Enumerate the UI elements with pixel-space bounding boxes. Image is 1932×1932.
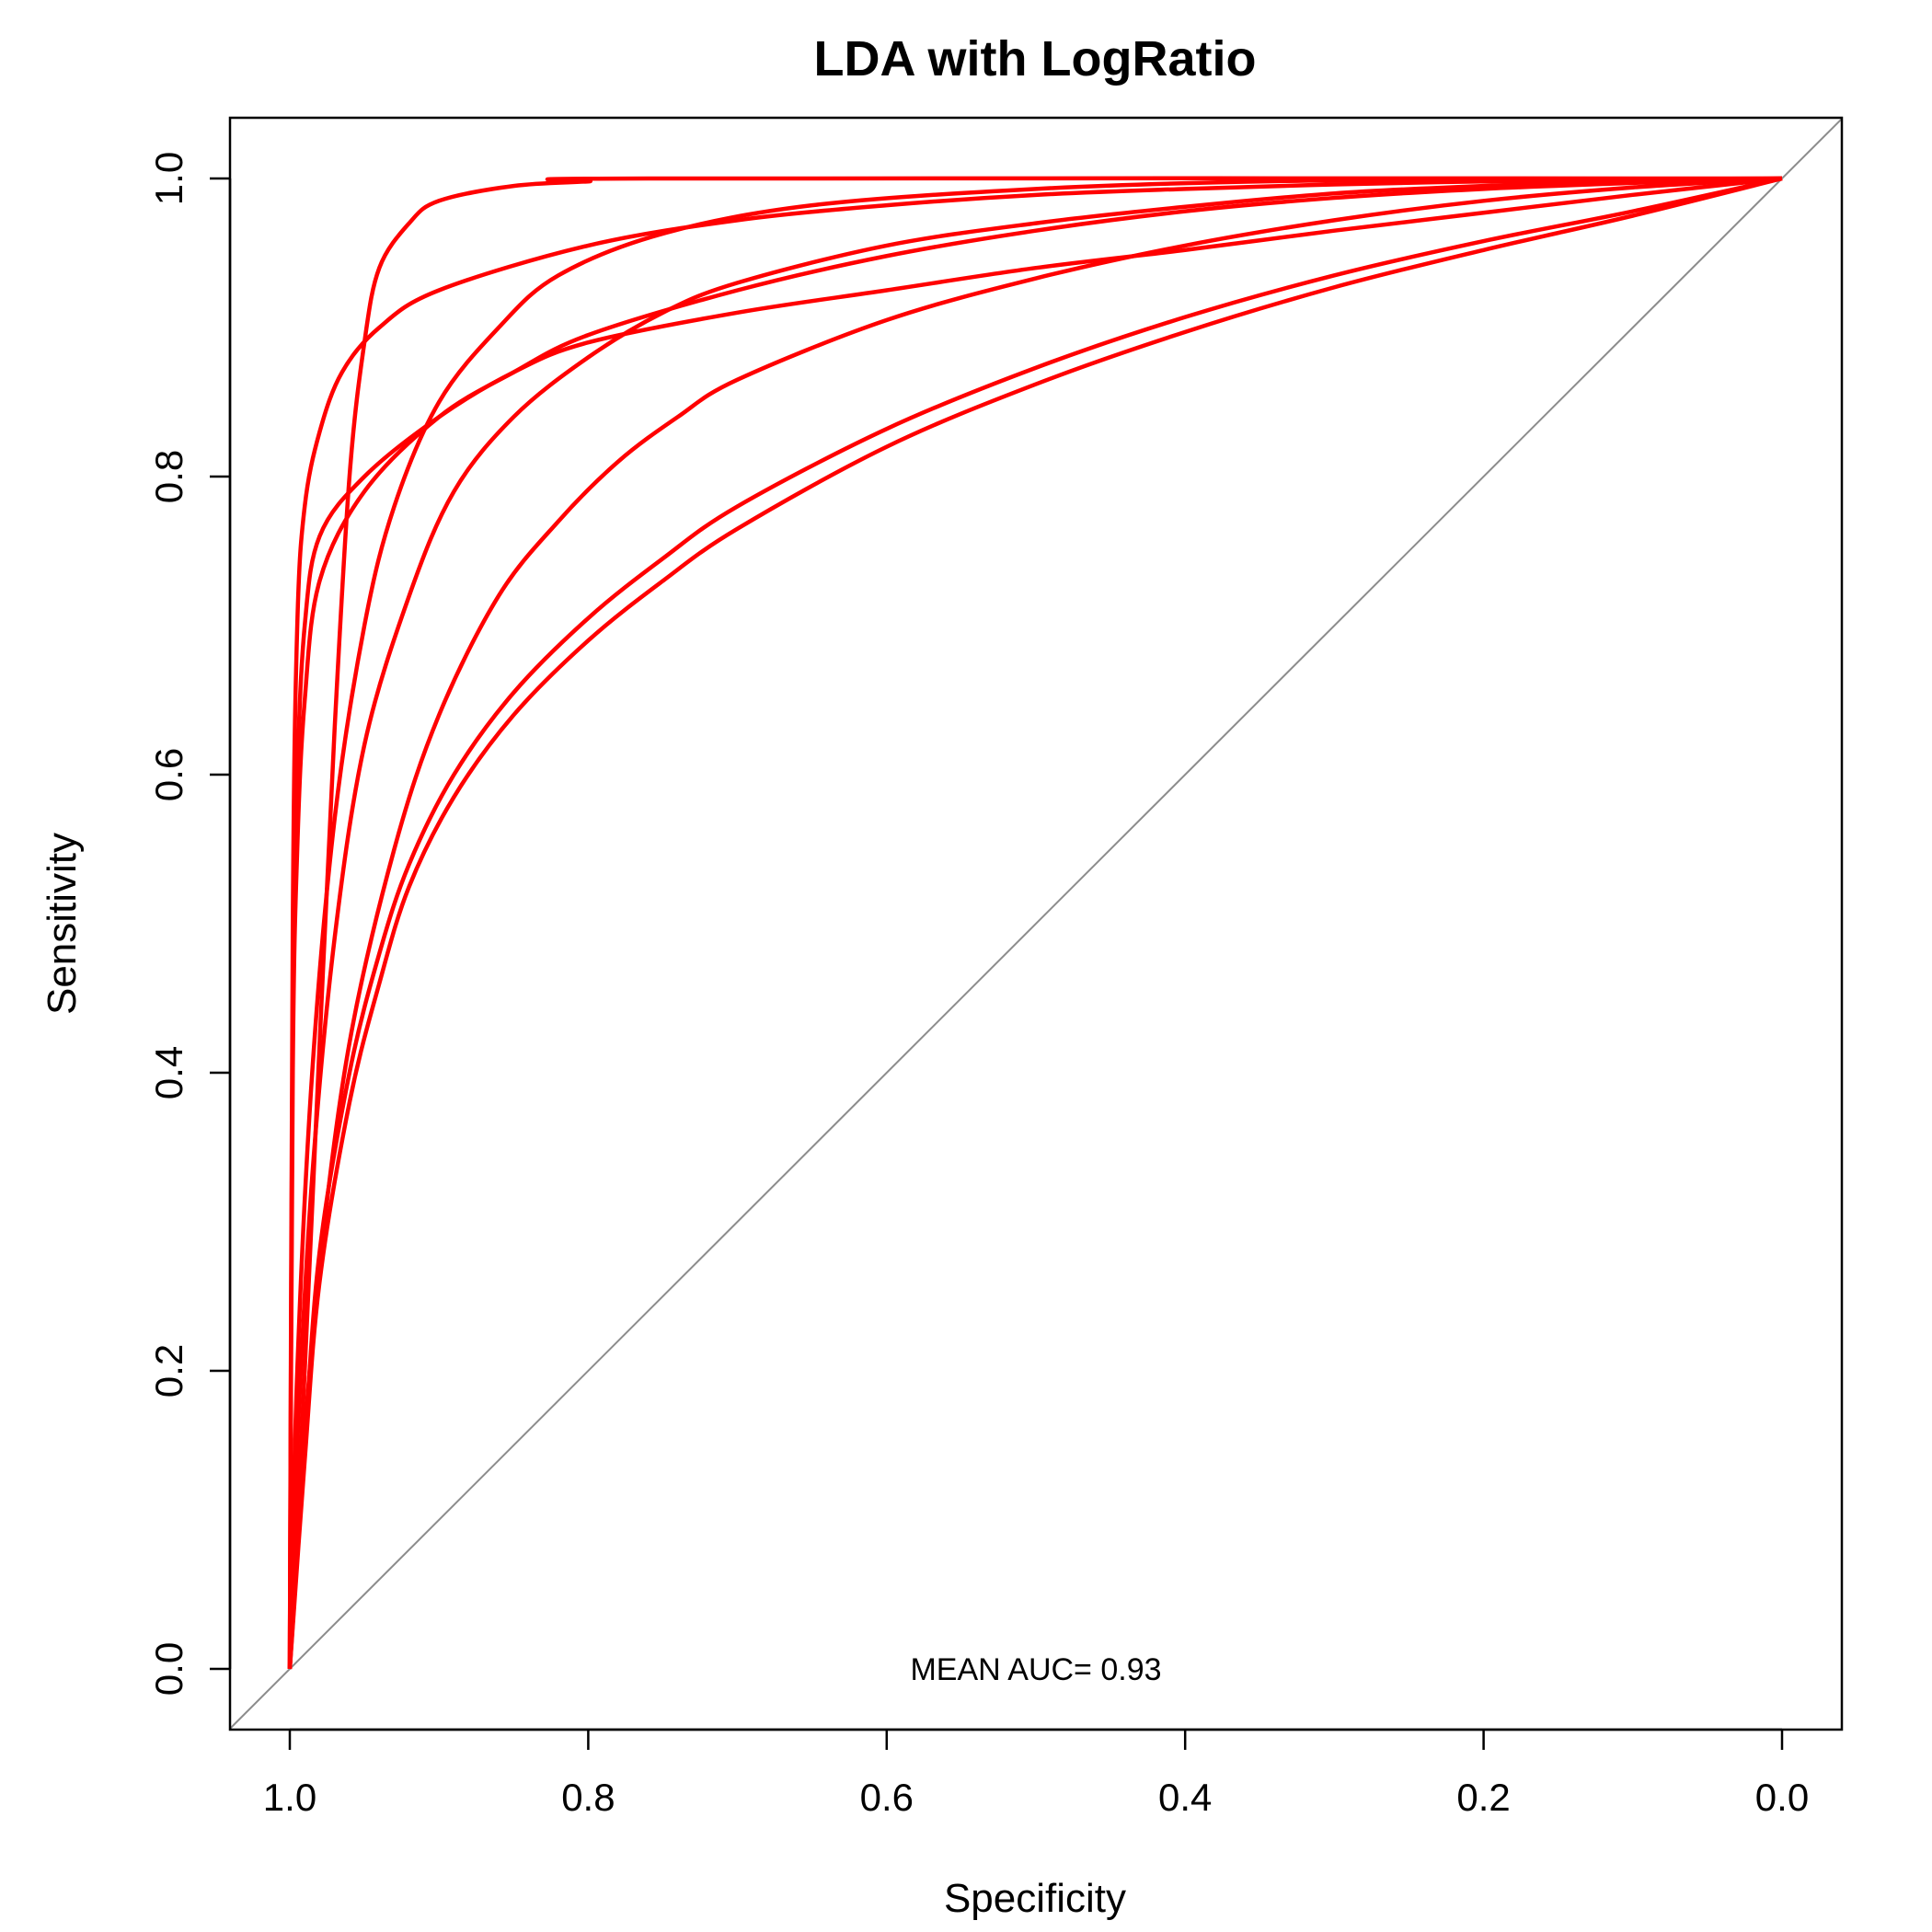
x-tick-label: 0.0 [1755, 1776, 1809, 1819]
y-tick-label: 0.2 [147, 1344, 190, 1397]
x-tick-label: 1.0 [263, 1776, 316, 1819]
x-tick-label: 0.2 [1456, 1776, 1510, 1819]
x-axis: 1.0 0.8 0.6 0.4 0.2 0.0 [263, 1728, 1809, 1819]
roc-curve-3 [287, 176, 1783, 1670]
roc-curve-1 [287, 176, 1783, 1670]
x-tick-label: 0.4 [1158, 1776, 1212, 1819]
y-axis: 0.0 0.2 0.4 0.6 0.8 1.0 [147, 152, 232, 1696]
roc-curve-8 [287, 176, 1783, 1670]
roc-curve-4 [287, 176, 1783, 1670]
y-tick-label: 0.8 [147, 450, 190, 503]
roc-curve-9 [287, 176, 1783, 1670]
x-tick-label: 0.6 [860, 1776, 914, 1819]
roc-curve-5 [287, 176, 1783, 1670]
chart-title: LDA with LogRatio [814, 31, 1257, 86]
y-axis-label: Sensitivity [40, 833, 85, 1015]
y-tick-label: 0.6 [147, 748, 190, 801]
y-tick-label: 1.0 [147, 152, 190, 205]
y-tick-label: 0.0 [147, 1642, 190, 1696]
x-axis-label: Specificity [944, 1876, 1126, 1921]
mean-auc-annotation: MEAN AUC= 0.93 [910, 1652, 1161, 1687]
x-tick-label: 0.8 [561, 1776, 615, 1819]
roc-curves [287, 176, 1783, 1670]
y-tick-label: 0.4 [147, 1046, 190, 1099]
roc-curve-6 [287, 176, 1783, 1670]
plot-area [228, 116, 1844, 1731]
reference-diagonal-line [229, 118, 1843, 1730]
